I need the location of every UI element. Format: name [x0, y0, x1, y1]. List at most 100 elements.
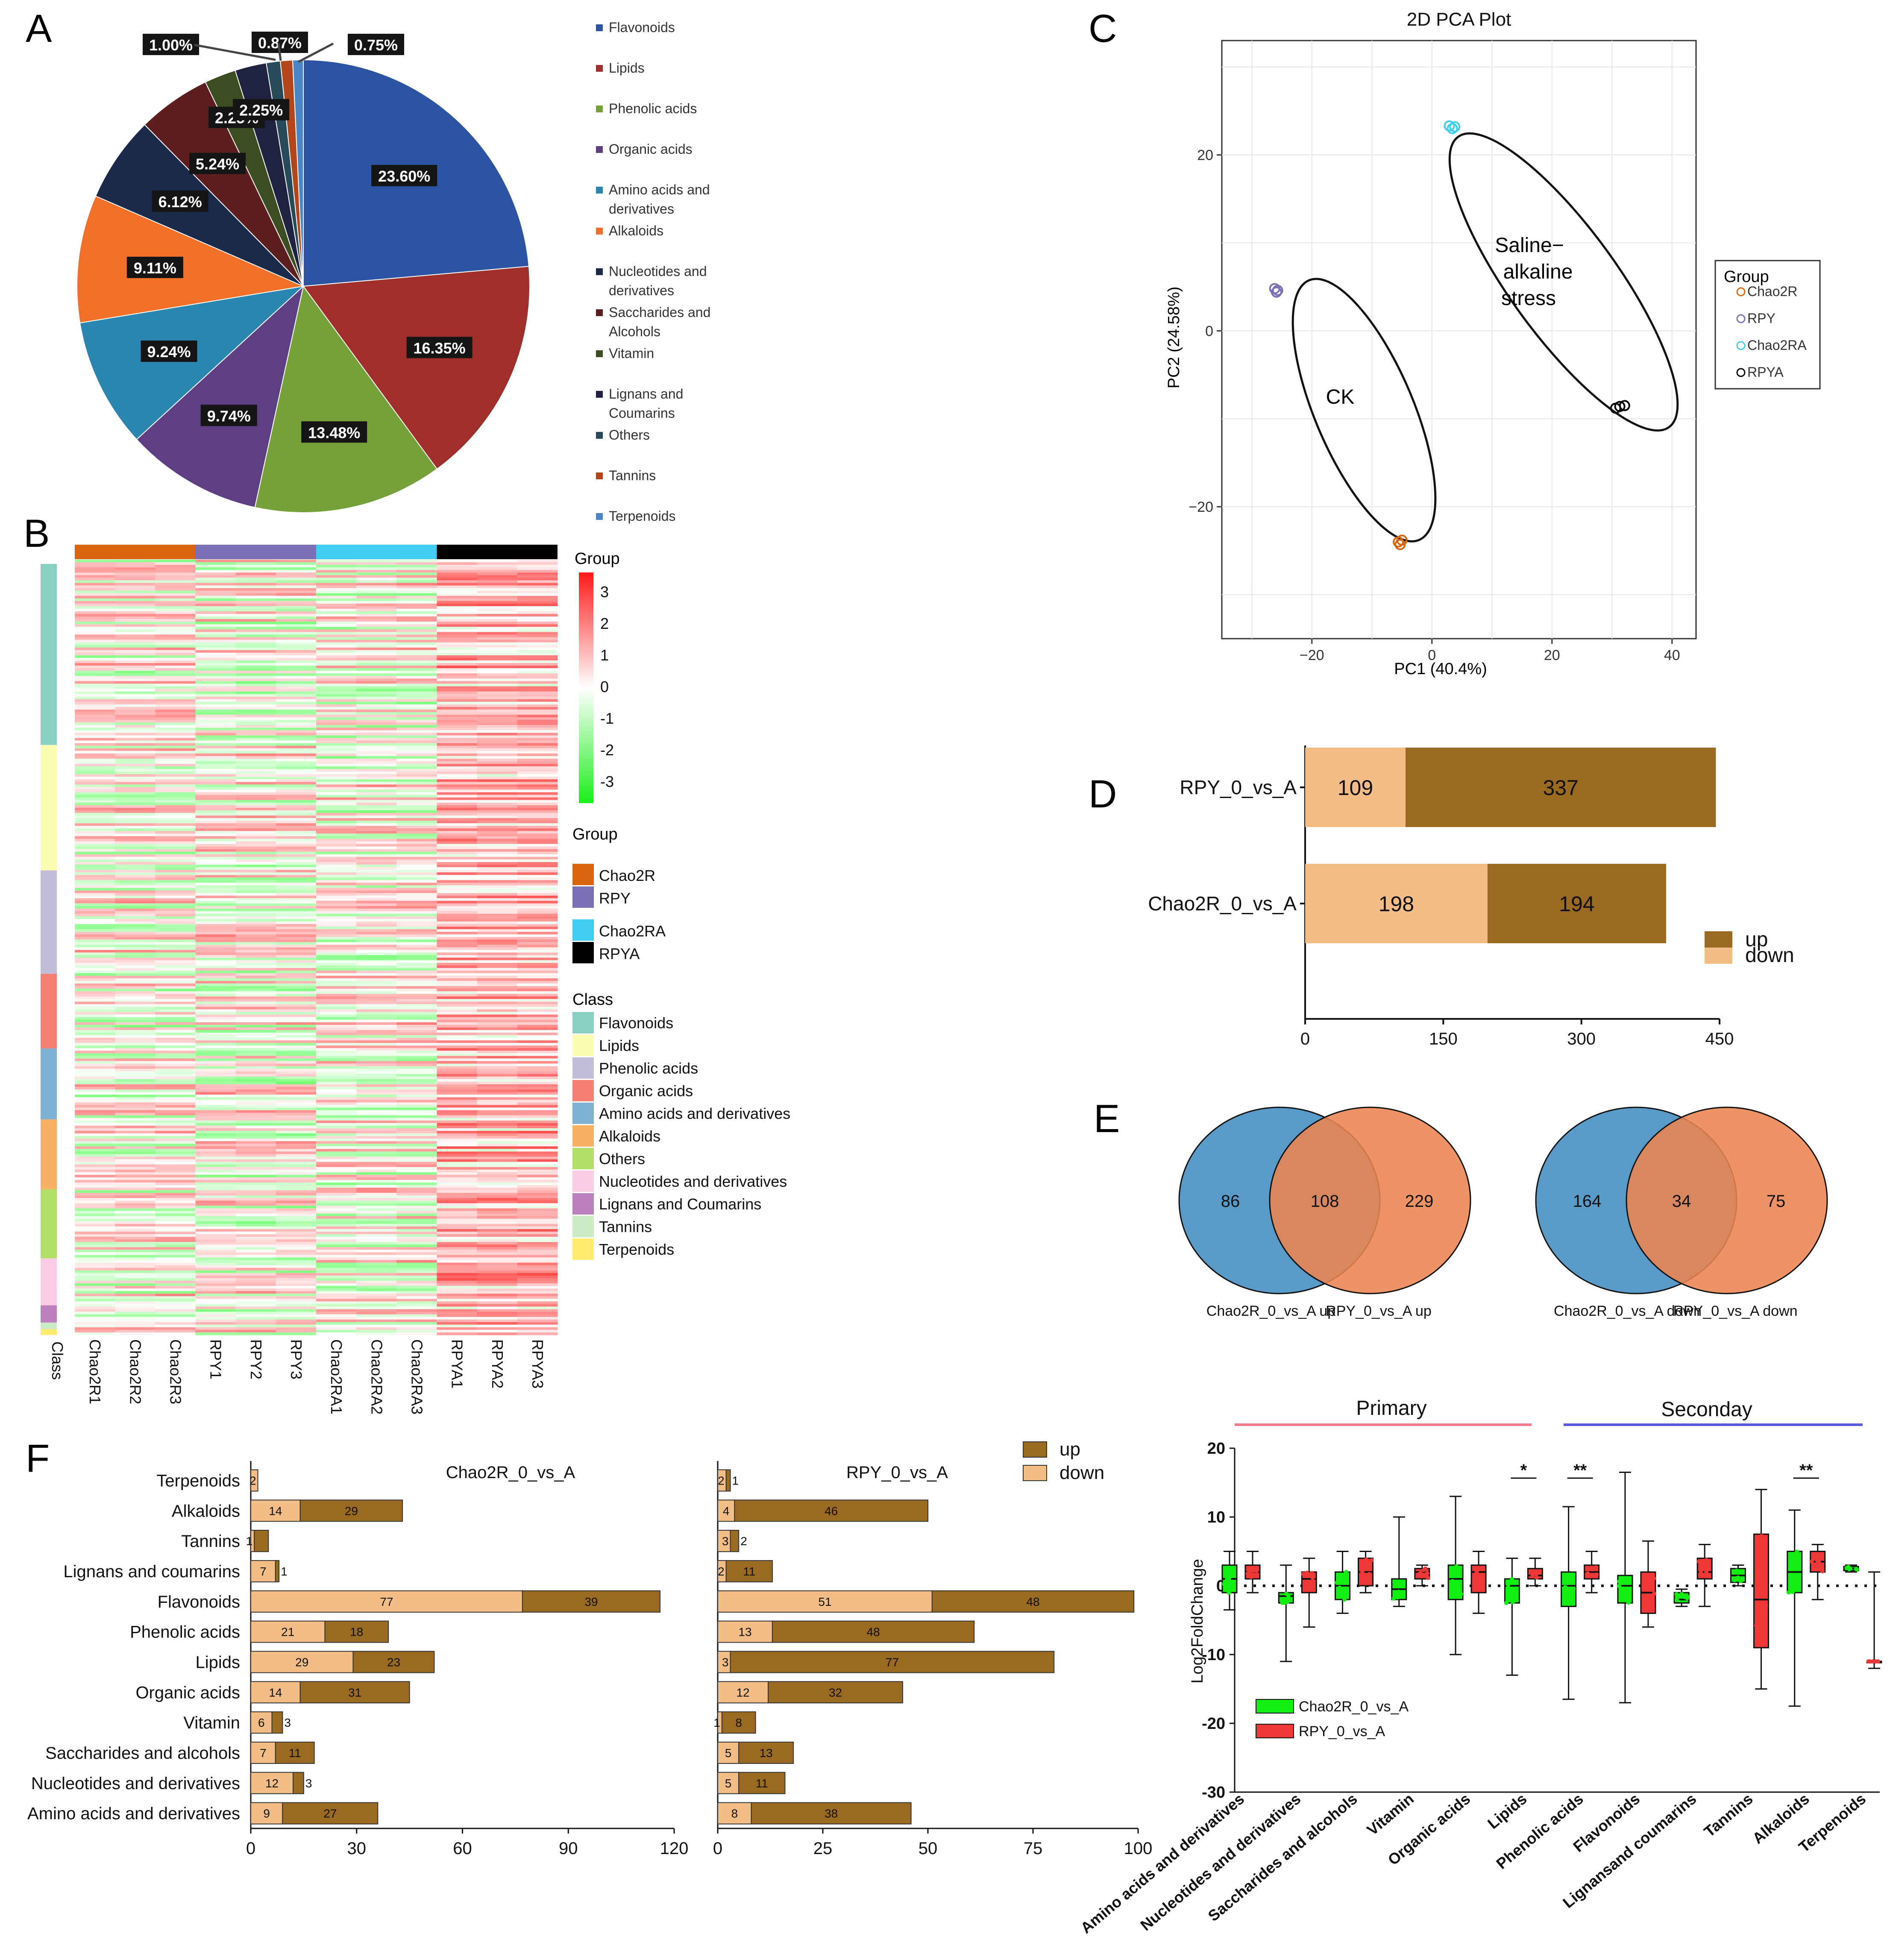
heatmap-cell: [437, 1185, 478, 1188]
heatmap-cell: [437, 901, 478, 904]
heatmap-cell: [235, 779, 276, 782]
heatmap-cell: [437, 1097, 478, 1100]
heatmap-cell: [396, 686, 437, 689]
heatmap-cell: [477, 634, 518, 637]
heatmap-cell: [316, 637, 357, 640]
heatmap-cell: [477, 1138, 518, 1141]
heatmap-cell: [517, 932, 558, 935]
heatmap-cell: [517, 1014, 558, 1018]
heatmap-cell: [155, 1211, 196, 1214]
box-point: [1870, 1659, 1875, 1664]
heatmap-cell: [437, 1237, 478, 1240]
heatmap-cell: [517, 999, 558, 1002]
pca-legend-label-rpya: RPYA: [1747, 364, 1784, 380]
heatmap-cell: [437, 634, 478, 637]
heatmap-cell: [437, 699, 478, 702]
heatmap-cell: [316, 663, 357, 666]
heatmap-cell: [115, 839, 156, 842]
heatmap-cell: [155, 575, 196, 578]
heatmap-cell: [276, 1324, 317, 1328]
heatmap-cell: [155, 864, 196, 868]
heatmap-cell: [75, 1182, 115, 1185]
heatmap-scale-tick: 0: [600, 678, 609, 695]
heatmap-cell: [115, 789, 156, 792]
heatmap-cell: [396, 1038, 437, 1041]
box-point: [1736, 1575, 1740, 1580]
heatmap-cell: [356, 1110, 397, 1113]
heatmap-cell: [155, 1260, 196, 1263]
f-bar-down-label: 2: [249, 1474, 256, 1487]
heatmap-cell: [396, 1151, 437, 1154]
heatmap-cell: [477, 758, 518, 762]
heatmap-cell: [235, 862, 276, 865]
heatmap-cell: [235, 1211, 276, 1214]
heatmap-cell: [75, 841, 115, 844]
heatmap-cell: [396, 1190, 437, 1193]
heatmap-cell: [195, 1017, 236, 1020]
heatmap-cell: [235, 1017, 276, 1020]
heatmap-cell: [477, 1001, 518, 1005]
heatmap-cell: [396, 1009, 437, 1012]
heatmap-cell: [155, 996, 196, 999]
heatmap-cell: [437, 753, 478, 757]
heatmap-cell: [276, 836, 317, 839]
heatmap-cell: [276, 950, 317, 953]
heatmap-cell: [75, 748, 115, 751]
heatmap-cell: [195, 947, 236, 951]
heatmap-cell: [356, 921, 397, 924]
heatmap-cell: [115, 691, 156, 695]
heatmap-cell: [276, 813, 317, 816]
f-bar-up-label: 31: [348, 1686, 361, 1699]
heatmap-cell: [356, 1030, 397, 1033]
heatmap-cell: [75, 1327, 115, 1330]
pie-label-box-lignans-and-coumarins: [233, 99, 290, 120]
heatmap-cell: [115, 748, 156, 751]
box-point: [1367, 1572, 1372, 1576]
heatmap-cell: [115, 795, 156, 798]
heatmap-cell: [356, 1162, 397, 1165]
heatmap-cell: [437, 1102, 478, 1106]
heatmap-cell: [517, 942, 558, 945]
heatmap-cell: [396, 1068, 437, 1072]
heatmap-cell: [517, 983, 558, 986]
heatmap-cell: [155, 903, 196, 907]
heatmap-cell: [517, 689, 558, 692]
heatmap-cell: [517, 1257, 558, 1261]
heatmap-cell: [316, 1120, 357, 1124]
heatmap-cell: [155, 1229, 196, 1232]
box-point: [1732, 1578, 1737, 1582]
box-point: [1510, 1600, 1515, 1605]
heatmap-cell: [235, 1180, 276, 1183]
heatmap-cell: [396, 699, 437, 702]
box-point: [1397, 1593, 1402, 1598]
heatmap-cell: [155, 769, 196, 772]
heatmap-cell: [517, 593, 558, 596]
heatmap-cell: [75, 562, 115, 565]
heatmap-cell: [437, 885, 478, 888]
heatmap-cell: [155, 846, 196, 850]
heatmap-cell: [396, 888, 437, 891]
heatmap-cell: [517, 1001, 558, 1005]
heatmap-cell: [316, 1136, 357, 1139]
heatmap-cell: [155, 562, 196, 565]
heatmap-cell: [396, 924, 437, 927]
heatmap-cell: [316, 851, 357, 855]
heatmap-cell: [356, 800, 397, 803]
heatmap-cell: [437, 632, 478, 635]
heatmap-cell: [437, 818, 478, 821]
heatmap-cell: [396, 1234, 437, 1237]
heatmap-cell: [155, 916, 196, 919]
heatmap-cell: [195, 1273, 236, 1276]
heatmap-cell: [155, 1319, 196, 1323]
heatmap-cell: [115, 1291, 156, 1294]
heatmap-cell: [115, 815, 156, 819]
heatmap-cell: [437, 800, 478, 803]
heatmap-cell: [235, 872, 276, 875]
heatmap-cell: [396, 1203, 437, 1206]
heatmap-cell: [235, 1218, 276, 1222]
heatmap-cell: [115, 1239, 156, 1242]
heatmap-cell: [75, 1319, 115, 1323]
heatmap-cell: [396, 1237, 437, 1240]
heatmap-cell: [155, 813, 196, 816]
heatmap-cell: [356, 836, 397, 839]
